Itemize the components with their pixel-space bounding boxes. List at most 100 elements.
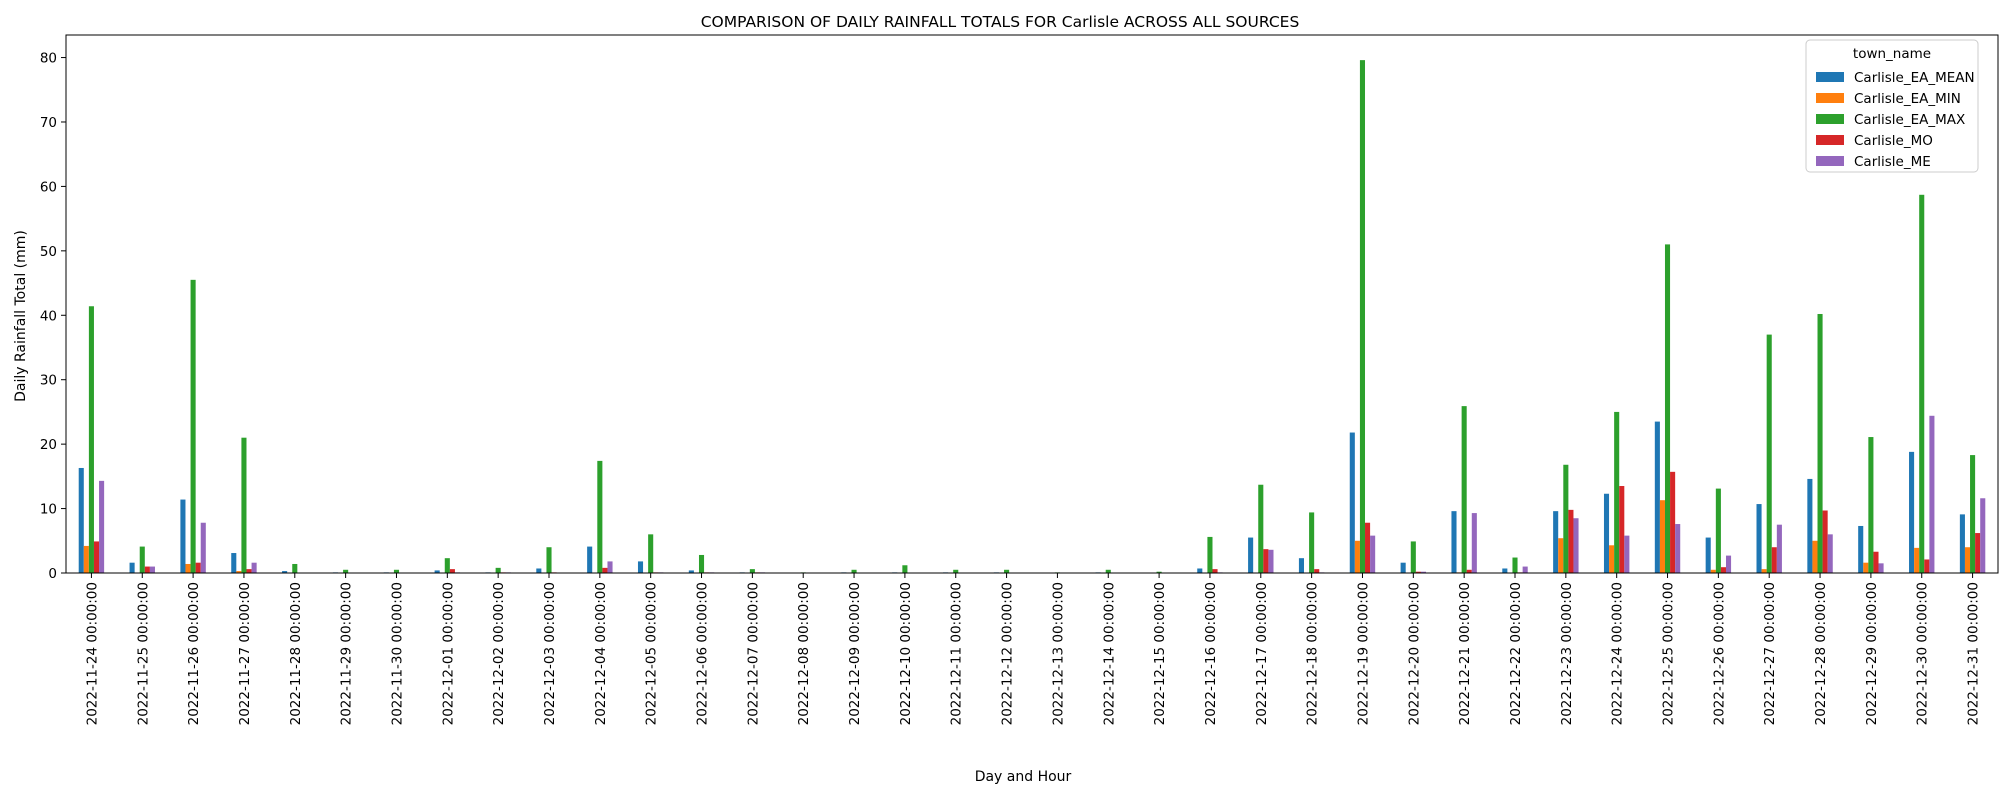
x-tick-label: 2022-12-28 00:00:00 xyxy=(1813,582,1829,725)
bar-Carlisle_ME-27 xyxy=(1471,513,1477,573)
x-tick-label: 2022-11-29 00:00:00 xyxy=(339,582,355,725)
y-tick-label: 80 xyxy=(40,51,57,67)
bar-Carlisle_EA_MEAN-29 xyxy=(1553,511,1559,573)
bar-Carlisle_EA_MEAN-4 xyxy=(282,571,288,573)
bar-Carlisle_EA_MEAN-9 xyxy=(536,568,542,573)
bar-Carlisle_ME-26 xyxy=(1420,571,1427,573)
bar-Carlisle_MO-24 xyxy=(1314,569,1320,573)
bar-Carlisle_ME-28 xyxy=(1522,566,1528,573)
bar-Carlisle_EA_MEAN-22 xyxy=(1197,568,1203,573)
bar-Carlisle_EA_MIN-25 xyxy=(1354,540,1360,573)
bar-Carlisle_ME-0 xyxy=(99,480,105,573)
y-tick-label: 10 xyxy=(40,502,57,518)
legend-entry-Carlisle_EA_MEAN: Carlisle_EA_MEAN xyxy=(1854,70,1975,86)
x-tick-label: 2022-12-10 00:00:00 xyxy=(898,582,914,725)
y-tick-label: 30 xyxy=(40,373,57,389)
legend-entry-Carlisle_EA_MAX: Carlisle_EA_MAX xyxy=(1854,112,1965,128)
bar-Carlisle_MO-37 xyxy=(1975,533,1981,573)
bar-Carlisle_EA_MEAN-34 xyxy=(1807,478,1813,573)
x-tick-label: 2022-12-26 00:00:00 xyxy=(1711,582,1727,725)
bar-Carlisle_EA_MAX-37 xyxy=(1970,455,1976,573)
x-tick-label: 2022-12-20 00:00:00 xyxy=(1406,582,1422,725)
bar-Carlisle_MO-3 xyxy=(246,569,252,573)
bar-Carlisle_MO-1 xyxy=(144,566,150,573)
legend-swatch-Carlisle_EA_MEAN xyxy=(1816,72,1844,82)
bars-group xyxy=(78,60,1986,574)
y-tick-label: 60 xyxy=(40,179,57,195)
y-tick-label: 40 xyxy=(40,308,57,324)
bar-Carlisle_ME-33 xyxy=(1776,524,1782,573)
x-tick-label: 2022-12-31 00:00:00 xyxy=(1966,582,1982,725)
bar-Carlisle_MO-10 xyxy=(602,567,608,573)
bar-Carlisle_MO-22 xyxy=(1212,569,1218,573)
x-tick-label: 2022-12-18 00:00:00 xyxy=(1305,582,1321,725)
x-tick-label: 2022-11-24 00:00:00 xyxy=(84,582,100,725)
bar-Carlisle_EA_MAX-32 xyxy=(1715,488,1721,573)
x-tick-label: 2022-12-12 00:00:00 xyxy=(1000,582,1016,725)
bar-Carlisle_EA_MIN-30 xyxy=(1609,545,1615,573)
x-tick-label: 2022-12-23 00:00:00 xyxy=(1559,582,1575,725)
bar-Carlisle_EA_MEAN-36 xyxy=(1909,451,1915,573)
bar-Carlisle_EA_MEAN-37 xyxy=(1959,514,1965,573)
x-axis-ticks: 2022-11-24 00:00:00 2022-11-25 00:00:00 20… xyxy=(84,573,1982,725)
x-tick-label: 2022-12-25 00:00:00 xyxy=(1661,582,1677,725)
bar-Carlisle_EA_MAX-21 xyxy=(1156,571,1162,573)
bar-Carlisle_EA_MEAN-35 xyxy=(1858,525,1864,573)
bar-Carlisle_EA_MEAN-7 xyxy=(434,570,440,573)
bar-Carlisle_EA_MAX-34 xyxy=(1817,313,1823,573)
x-tick-label: 2022-12-01 00:00:00 xyxy=(440,582,456,725)
bar-Carlisle_EA_MAX-15 xyxy=(851,569,857,573)
legend: town_name Carlisle_EA_MEAN Carlisle_EA_MIN… xyxy=(1805,39,1979,173)
x-tick-label: 2022-12-02 00:00:00 xyxy=(491,582,507,725)
legend-entry-Carlisle_MO: Carlisle_MO xyxy=(1854,133,1933,149)
legend-box xyxy=(1805,39,1979,173)
bar-Carlisle_EA_MAX-10 xyxy=(597,460,603,573)
bar-Carlisle_MO-31 xyxy=(1670,471,1676,573)
bar-Carlisle_MO-23 xyxy=(1263,549,1269,573)
bar-Carlisle_ME-35 xyxy=(1878,563,1884,573)
bar-Carlisle_EA_MAX-30 xyxy=(1614,411,1620,573)
chart-title: COMPARISON OF DAILY RAINFALL TOTALS FOR … xyxy=(701,13,1300,31)
bar-Carlisle_EA_MIN-0 xyxy=(83,545,89,573)
bar-Carlisle_EA_MEAN-23 xyxy=(1248,537,1254,573)
legend-swatch-Carlisle_MO xyxy=(1816,135,1844,145)
y-tick-label: 0 xyxy=(48,566,57,582)
bar-Carlisle_ME-23 xyxy=(1268,549,1274,573)
bar-Carlisle_EA_MAX-17 xyxy=(953,569,959,573)
bar-Carlisle_EA_MAX-16 xyxy=(902,565,908,573)
bar-Carlisle_MO-36 xyxy=(1924,559,1930,573)
bar-Carlisle_MO-30 xyxy=(1619,486,1625,573)
bar-Carlisle_EA_MAX-1 xyxy=(139,546,145,573)
bar-Carlisle_ME-10 xyxy=(607,561,613,573)
bar-Carlisle_EA_MAX-20 xyxy=(1105,569,1111,573)
legend-swatch-Carlisle_EA_MAX xyxy=(1816,114,1844,124)
bar-Carlisle_ME-32 xyxy=(1725,555,1732,573)
y-axis-ticks: 0 10 20 30 40 50 60 70 80 xyxy=(40,51,66,582)
bar-Carlisle_EA_MAX-11 xyxy=(648,534,654,573)
bar-Carlisle_EA_MAX-22 xyxy=(1207,536,1213,573)
bar-Carlisle_EA_MAX-3 xyxy=(241,437,247,573)
x-tick-label: 2022-12-16 00:00:00 xyxy=(1203,582,1219,725)
bar-Carlisle_EA_MIN-3 xyxy=(236,571,242,573)
bar-Carlisle_EA_MEAN-11 xyxy=(637,561,644,573)
bar-Carlisle_EA_MEAN-28 xyxy=(1502,568,1508,573)
bar-Carlisle_EA_MAX-33 xyxy=(1766,334,1772,573)
bar-Carlisle_EA_MAX-2 xyxy=(190,279,196,573)
bar-Carlisle_EA_MAX-18 xyxy=(1004,569,1010,573)
x-tick-label: 2022-11-28 00:00:00 xyxy=(288,582,304,725)
bar-Carlisle_MO-32 xyxy=(1720,567,1726,573)
bar-Carlisle_EA_MAX-9 xyxy=(546,547,552,573)
bar-Carlisle_ME-25 xyxy=(1370,535,1376,573)
bar-Carlisle_EA_MEAN-10 xyxy=(587,546,593,573)
bar-Carlisle_EA_MIN-36 xyxy=(1914,547,1920,573)
bar-Carlisle_MO-27 xyxy=(1466,569,1472,573)
y-tick-label: 70 xyxy=(40,115,57,131)
bar-Carlisle_EA_MEAN-12 xyxy=(688,570,694,573)
plot-frame xyxy=(65,34,1999,574)
bar-Carlisle_EA_MAX-23 xyxy=(1258,484,1264,573)
bar-Carlisle_EA_MIN-31 xyxy=(1659,500,1665,573)
bar-Carlisle_ME-2 xyxy=(200,522,206,573)
bar-Carlisle_EA_MIN-33 xyxy=(1761,569,1767,573)
